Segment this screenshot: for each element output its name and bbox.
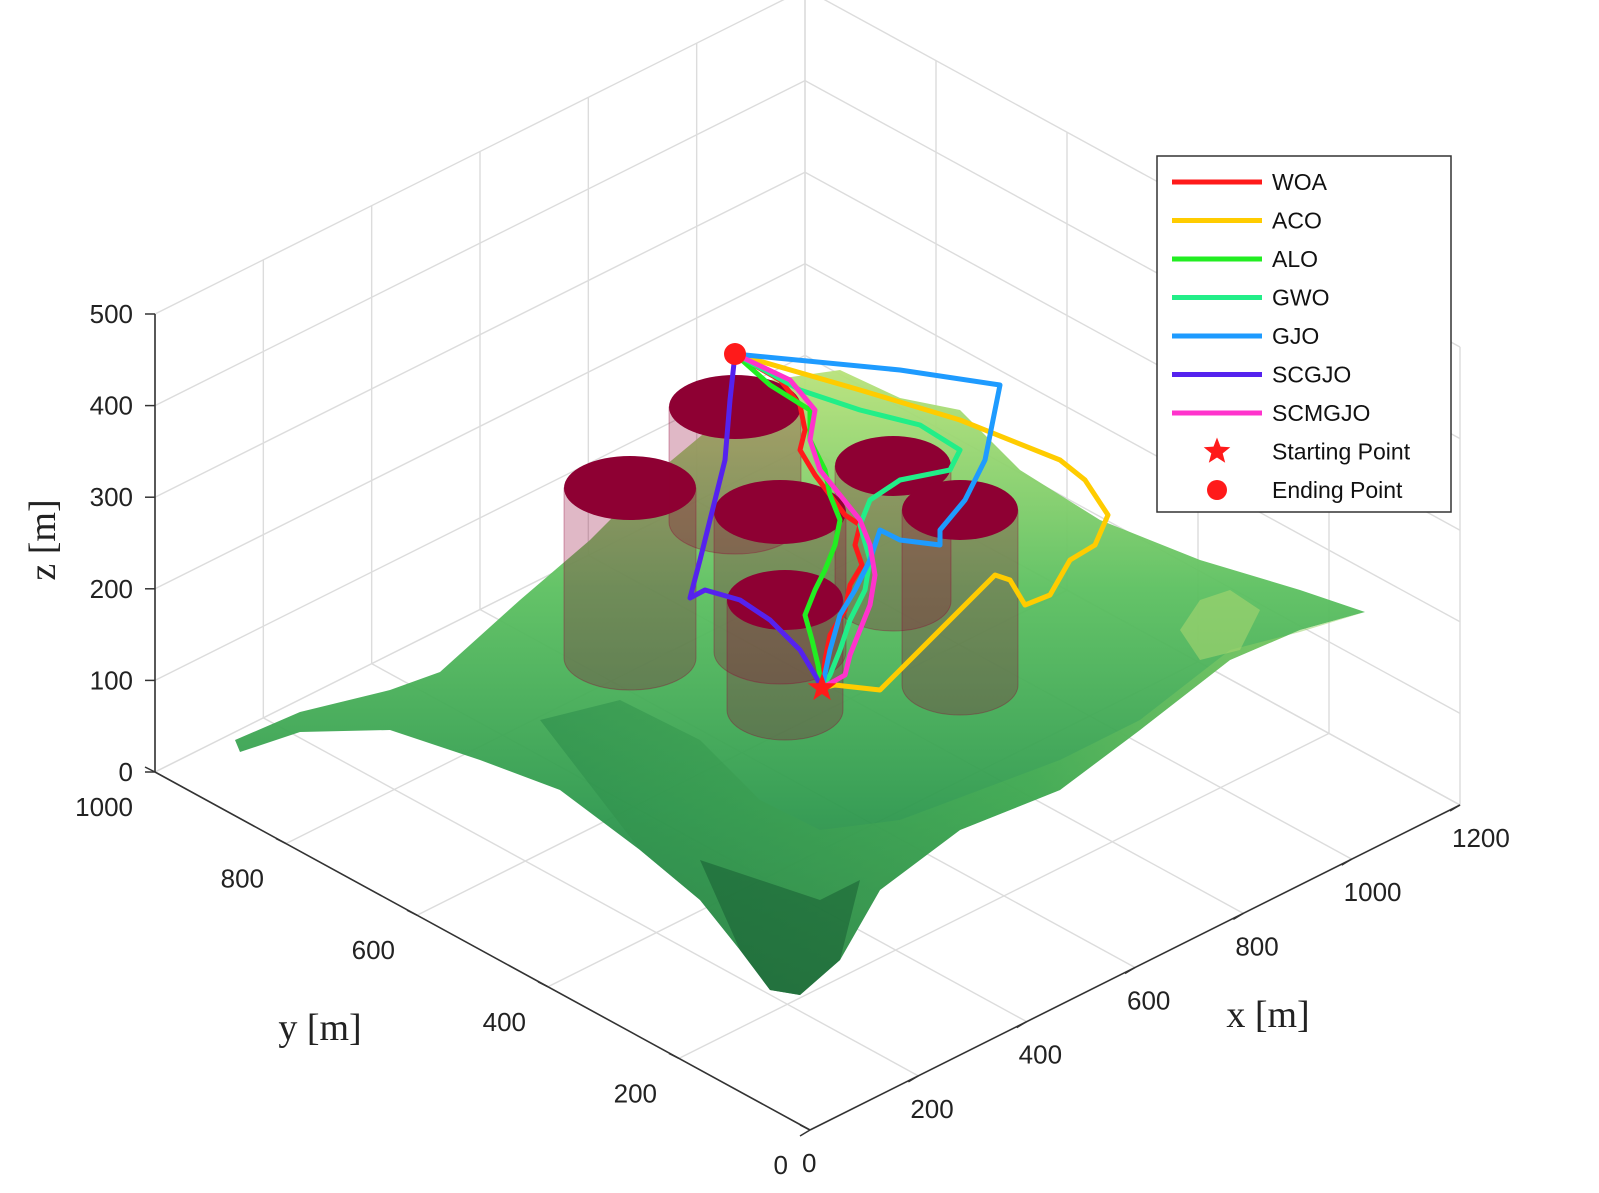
legend-entry: WOA xyxy=(1172,169,1328,195)
legend-label: GJO xyxy=(1272,323,1319,349)
y-tick-label: 0 xyxy=(774,1150,788,1180)
y-tick-label: 800 xyxy=(221,864,264,894)
obstacle-body xyxy=(563,487,697,691)
legend-label: SCGJO xyxy=(1272,362,1351,388)
legend-label: Ending Point xyxy=(1272,477,1403,503)
z-tick-label: 200 xyxy=(90,574,133,604)
grid-line xyxy=(154,0,785,315)
legend-entry: Starting Point xyxy=(1203,437,1411,465)
terrain-hill-shading xyxy=(1180,590,1260,660)
legend-entry: GJO xyxy=(1172,323,1319,349)
x-tick-label: 800 xyxy=(1235,931,1278,961)
legend-swatch xyxy=(1203,437,1231,463)
x-tick-label: 0 xyxy=(802,1148,816,1178)
obstacle-cylinder xyxy=(726,570,844,741)
obstacle-body xyxy=(726,599,844,741)
z-tick-label: 300 xyxy=(90,482,133,512)
series-path-scgjo xyxy=(687,351,825,691)
start-point-marker xyxy=(807,673,837,701)
x-tick-label-mark xyxy=(1124,966,1136,975)
obstacle-top xyxy=(835,436,951,496)
terrain-surface xyxy=(235,370,1365,995)
y-axis-line xyxy=(154,771,811,1131)
legend-label: ALO xyxy=(1272,246,1318,272)
y-tick-label: 200 xyxy=(614,1078,657,1108)
obstacle-top xyxy=(902,480,1018,540)
x-tick-label: 400 xyxy=(1019,1040,1062,1070)
y-tick-label: 600 xyxy=(352,935,395,965)
series-path-aco xyxy=(732,351,1111,693)
tick-layer: 0 200 400 600 800 1000 1200 0 200 400 600 800 1000 0 1… xyxy=(75,299,1510,1180)
x-tick-label-mark xyxy=(1016,1021,1028,1029)
series-path-gwo xyxy=(732,351,963,691)
x-tick-label: 1000 xyxy=(1344,877,1402,907)
legend-entry: ACO xyxy=(1172,208,1322,234)
legend-entry: Ending Point xyxy=(1207,477,1403,503)
obstacle-top xyxy=(669,375,801,439)
z-tick-label: 100 xyxy=(90,665,133,695)
legend-label: WOA xyxy=(1272,169,1328,195)
x-tick-label-mark xyxy=(799,1129,811,1137)
series-path-scmgjo xyxy=(732,351,878,691)
x-tick-label-mark xyxy=(1232,912,1244,920)
obstacle-top xyxy=(564,456,696,520)
y-tick-label: 1000 xyxy=(75,792,133,822)
legend-label: SCMGJO xyxy=(1272,400,1370,426)
obstacle-cylinder xyxy=(563,456,697,691)
x-tick-label-mark xyxy=(1449,804,1461,812)
terrain-valley-shading xyxy=(700,860,860,995)
grid-line xyxy=(678,732,1330,1060)
y-tick-label-mark xyxy=(144,766,156,773)
legend-entry: GWO xyxy=(1172,285,1330,311)
y-axis-label: y [m] xyxy=(278,1007,361,1049)
path-layer xyxy=(687,351,1111,693)
z-tick-label: 0 xyxy=(119,757,133,787)
legend-label: Starting Point xyxy=(1272,439,1411,465)
terrain-layer xyxy=(235,370,1365,995)
obstacle-cylinder xyxy=(901,480,1019,716)
x-tick-label: 1200 xyxy=(1452,823,1510,853)
z-axis-label: z [m] xyxy=(22,499,64,580)
grid-line xyxy=(154,171,806,498)
legend: WOA ACO ALO GWO GJO SCGJO SCMGJO Starting Point… xyxy=(1156,155,1452,513)
x-tick-label: 200 xyxy=(910,1094,953,1124)
grid-line xyxy=(154,79,806,407)
y-tick-label-mark xyxy=(275,837,287,845)
legend-entry: SCMGJO xyxy=(1172,400,1370,426)
legend-label: GWO xyxy=(1272,285,1330,311)
series-path-alo xyxy=(732,351,843,691)
y-tick-label-mark xyxy=(406,909,418,916)
grid-line xyxy=(262,717,919,1077)
legend-entry: SCGJO xyxy=(1172,362,1351,388)
z-tick-label: 400 xyxy=(90,391,133,421)
grid-line xyxy=(804,263,1461,623)
legend-entry: ALO xyxy=(1172,246,1318,272)
x-tick-label: 600 xyxy=(1127,986,1170,1016)
y-tick-label-mark xyxy=(799,1124,811,1131)
grid-line xyxy=(154,263,806,590)
y-tick-label-mark xyxy=(537,981,549,988)
obstacle-top xyxy=(714,480,846,544)
x-tick-label-mark xyxy=(1341,858,1353,866)
y-tick-label-mark xyxy=(668,1052,680,1060)
marker-layer xyxy=(724,343,837,701)
x-tick-label-mark xyxy=(907,1075,919,1083)
y-tick-label: 400 xyxy=(483,1007,526,1037)
end-point-marker xyxy=(724,343,746,365)
legend-label: ACO xyxy=(1272,208,1322,234)
legend-swatch xyxy=(1207,480,1227,500)
axis-label-layer: z [m] y [m] x [m] xyxy=(22,499,1310,1049)
z-tick-label: 500 xyxy=(90,299,133,329)
obstacle-top xyxy=(727,570,843,630)
series-path-gjo xyxy=(732,351,1003,691)
x-axis-label: x [m] xyxy=(1226,994,1309,1036)
